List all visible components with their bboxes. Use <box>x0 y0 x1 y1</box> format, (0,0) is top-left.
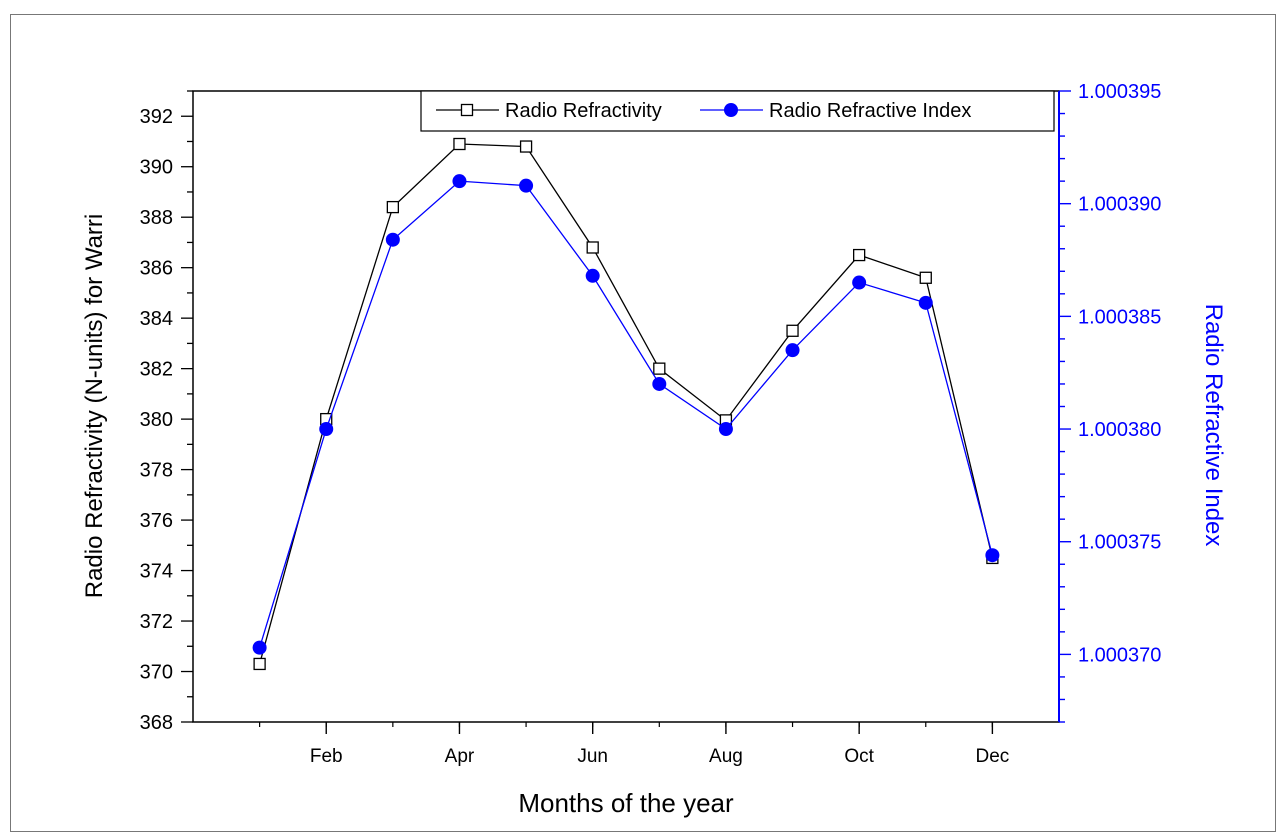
x-tick-label: Dec <box>975 746 1009 767</box>
y-tick-label: 392 <box>140 106 173 128</box>
legend-label-refractive-index: Radio Refractive Index <box>769 100 971 122</box>
x-tick-label: Jun <box>577 746 608 767</box>
y2-tick-label: 1.000395 <box>1078 81 1161 103</box>
refractive-index-line <box>258 180 994 648</box>
y2-tick-label: 1.000390 <box>1078 194 1161 216</box>
y2-axis-title: Radio Refractive Index <box>1200 304 1227 547</box>
x-tick-label: Feb <box>310 746 343 767</box>
y-tick-label: 380 <box>140 409 173 431</box>
chart-frame <box>10 14 1276 832</box>
y-tick-label: 368 <box>140 712 173 734</box>
legend: Radio Refractivity Radio Refractive Inde… <box>420 90 1055 132</box>
refractivity-point <box>253 657 266 671</box>
refractivity-point <box>386 200 399 214</box>
refractivity-point <box>453 137 466 151</box>
refractive-index-point <box>852 275 867 290</box>
refractivity-point <box>519 140 533 153</box>
refractivity-point <box>653 362 666 375</box>
refractive-index-point <box>985 548 1000 563</box>
y2-tick-label: 1.000380 <box>1078 419 1161 441</box>
y2-tick-label: 1.000375 <box>1078 532 1161 554</box>
y-axis-right: 1.000370 1.000375 1.000380 1.000385 1.000390… <box>1059 81 1161 723</box>
refractivity-point <box>786 324 799 337</box>
refractive-index-point <box>252 640 267 655</box>
legend-marker-refractivity <box>460 103 474 117</box>
legend-marker-refractive-index <box>724 103 738 117</box>
y-tick-label: 374 <box>140 561 173 583</box>
y-tick-label: 370 <box>140 662 173 684</box>
y-tick-label: 388 <box>140 207 173 229</box>
plot-area <box>192 90 1060 723</box>
series-layer <box>252 137 1000 671</box>
y-tick-label: 376 <box>140 510 173 532</box>
y-tick-label: 386 <box>140 258 173 280</box>
y-tick-label: 372 <box>140 611 173 633</box>
refractivity-point <box>853 248 866 262</box>
refractive-index-point <box>385 232 400 247</box>
refractive-index-point <box>585 268 600 283</box>
y-tick-label: 382 <box>140 359 173 381</box>
x-tick-label: Oct <box>844 746 874 767</box>
refractive-index-point <box>652 376 667 391</box>
refractive-index-point <box>718 422 733 437</box>
y2-tick-label: 1.000370 <box>1078 644 1161 666</box>
refractive-index-point <box>519 178 534 193</box>
x-tick-label: Apr <box>445 746 475 767</box>
x-axis-title: Months of the year <box>518 788 734 818</box>
refractivity-point <box>919 271 932 284</box>
y-axis-title: Radio Refractivity (N-units) for Warri <box>81 214 108 599</box>
y2-tick-label: 1.000385 <box>1078 306 1161 328</box>
refractive-index-point <box>785 343 800 358</box>
y-tick-label: 384 <box>140 308 173 330</box>
x-tick-label: Aug <box>709 746 743 767</box>
legend-label-refractivity: Radio Refractivity <box>505 100 662 122</box>
refractive-index-point <box>918 295 933 310</box>
x-axis: Feb Apr Jun Aug Oct Dec <box>259 722 1009 767</box>
refractive-index-point <box>452 174 467 189</box>
refractive-index-point <box>319 422 334 437</box>
refractivity-line <box>258 143 994 665</box>
y-axis-left: 368 370 372 374 376 378 380 382 384 386 388 390 392 <box>140 90 193 734</box>
refractivity-point <box>586 241 599 254</box>
y-tick-label: 378 <box>140 460 173 482</box>
y-tick-label: 390 <box>140 157 173 179</box>
